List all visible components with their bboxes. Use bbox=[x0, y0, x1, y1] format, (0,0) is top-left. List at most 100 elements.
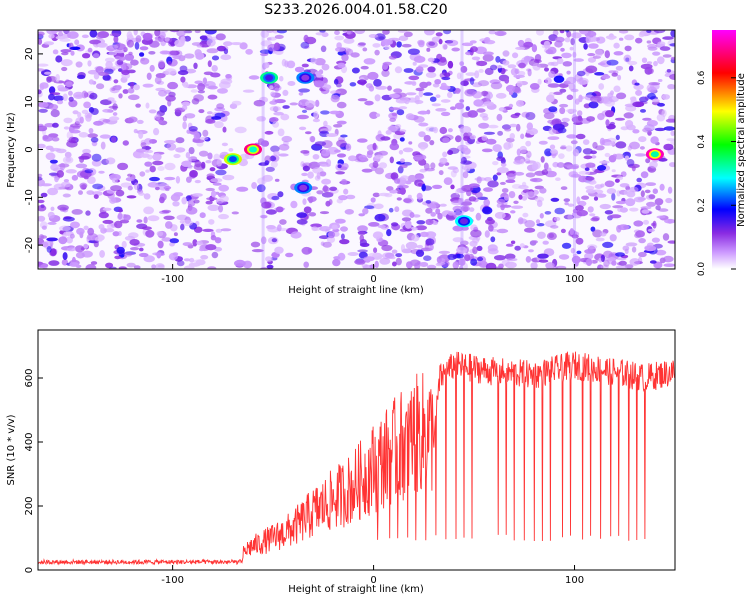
spectrogram-cell bbox=[388, 207, 394, 213]
spectrogram-cell bbox=[586, 116, 595, 122]
spectrogram-cell bbox=[575, 133, 586, 140]
spectrogram-cell bbox=[415, 87, 425, 92]
spectrogram-cell bbox=[546, 94, 555, 103]
spectrogram-cell bbox=[517, 39, 525, 47]
spectrogram-cell bbox=[169, 242, 175, 247]
spectrogram-cell bbox=[82, 148, 91, 154]
spectrogram-cell bbox=[484, 230, 490, 238]
spectrogram-cell bbox=[508, 191, 516, 199]
spectrogram-cell bbox=[438, 38, 443, 45]
spectrogram-cell bbox=[222, 174, 235, 181]
spectrogram-cell bbox=[618, 30, 629, 34]
spectrogram-cell bbox=[330, 90, 341, 95]
spectrogram-cell bbox=[570, 38, 575, 46]
spectrogram-cell bbox=[610, 90, 614, 96]
spectrogram-cell bbox=[192, 139, 205, 144]
spectrogram-cell bbox=[597, 165, 607, 171]
spectrogram-cell bbox=[153, 127, 160, 136]
spectrogram-cell bbox=[126, 39, 134, 48]
spectrogram-cell bbox=[116, 246, 125, 254]
spectrogram-cell bbox=[438, 250, 451, 254]
spectrogram-cell bbox=[396, 41, 402, 48]
spectrogram-streak bbox=[261, 30, 265, 269]
spectrogram-cell bbox=[182, 219, 194, 227]
spectrogram-cell bbox=[305, 131, 312, 135]
spectrogram-cell bbox=[662, 54, 672, 58]
spectrogram-cell bbox=[87, 47, 93, 53]
spectrogram-cell bbox=[310, 223, 322, 228]
spectrogram-cell bbox=[617, 224, 630, 231]
spectrogram-cell bbox=[590, 95, 602, 103]
spectrogram-cell bbox=[550, 225, 559, 229]
spectrogram-cell bbox=[372, 231, 384, 239]
spectrogram-cell bbox=[299, 126, 307, 131]
spectrogram-cell bbox=[426, 47, 431, 52]
spectrogram-cell bbox=[474, 46, 487, 55]
spectrogram-cell bbox=[647, 92, 656, 100]
spectrogram-cell bbox=[468, 196, 477, 202]
spectrogram-cell bbox=[667, 84, 675, 90]
spectrogram-cell bbox=[417, 142, 429, 150]
spectrogram-cell bbox=[334, 149, 341, 153]
spectrogram-cell bbox=[155, 252, 165, 257]
spectrogram-cell bbox=[436, 256, 442, 264]
spectrogram-cell bbox=[128, 51, 133, 56]
spectrogram-cell bbox=[456, 246, 468, 254]
spectrogram-cell bbox=[65, 81, 73, 88]
spectrogram-cell bbox=[265, 209, 277, 215]
spectrogram-cell bbox=[269, 155, 277, 162]
spectrogram-cell bbox=[86, 235, 98, 241]
spectrogram-cell bbox=[271, 195, 280, 201]
spectrogram-cell bbox=[571, 255, 581, 264]
spectrogram-cell bbox=[59, 225, 71, 232]
spectrogram-cell bbox=[596, 193, 607, 198]
spectrogram-cell bbox=[384, 45, 391, 50]
spectrogram-cell bbox=[566, 94, 574, 101]
spectrogram-cell bbox=[634, 153, 647, 157]
spectrogram-cell bbox=[530, 262, 538, 269]
spectrogram-cell bbox=[452, 205, 463, 212]
spectrogram-cell bbox=[454, 88, 461, 94]
spectrogram-cell bbox=[312, 154, 320, 160]
spectrogram-cell bbox=[485, 262, 497, 269]
spectrogram-cell bbox=[172, 201, 180, 207]
spectrogram-cell bbox=[133, 265, 141, 269]
spectrogram-cell bbox=[500, 204, 512, 208]
spectrogram-cell bbox=[139, 52, 145, 57]
spectrogram-cell bbox=[69, 262, 79, 267]
spectrogram-cell bbox=[165, 221, 173, 229]
spectrogram-cell bbox=[375, 85, 388, 90]
spectrogram-cell bbox=[354, 259, 366, 265]
spectrogram-cell bbox=[135, 103, 141, 108]
spectrogram-cell bbox=[553, 216, 561, 222]
spectrogram-cell bbox=[544, 211, 552, 215]
spectrogram-cell bbox=[572, 51, 577, 58]
spectrogram-cell bbox=[553, 91, 563, 96]
spectrogram-cell bbox=[154, 38, 165, 42]
spectrogram-cell bbox=[639, 146, 645, 150]
spectrogram-cell bbox=[482, 206, 493, 215]
spectrogram-cell bbox=[351, 67, 360, 74]
spectrogram-cell bbox=[115, 189, 125, 197]
spectrogram-cell bbox=[290, 231, 302, 239]
spectrogram-cell bbox=[334, 35, 345, 41]
spectrogram-cell bbox=[568, 171, 579, 178]
spectrogram-cell bbox=[278, 143, 290, 151]
spectrogram-cell bbox=[112, 112, 118, 116]
spectrogram-cell bbox=[606, 188, 617, 195]
snr-xtick-label: -100 bbox=[161, 575, 184, 586]
spectrogram-cell bbox=[374, 154, 384, 159]
spectrogram-cell bbox=[623, 112, 634, 119]
spectrogram-cell bbox=[529, 83, 540, 90]
spectrogram-cell bbox=[374, 49, 380, 56]
spectrogram-cell bbox=[301, 63, 309, 68]
spectrogram-cell bbox=[117, 162, 129, 171]
spectrogram-cell bbox=[481, 148, 493, 153]
spectrogram-cell bbox=[589, 213, 596, 217]
spectrogram-cell bbox=[210, 178, 223, 183]
spectrogram-cell bbox=[365, 83, 373, 89]
spectrogram-cell bbox=[313, 111, 319, 119]
spectrogram-cell bbox=[490, 236, 496, 243]
spectrogram-cell bbox=[640, 109, 646, 113]
spectrogram-cell bbox=[372, 43, 381, 48]
